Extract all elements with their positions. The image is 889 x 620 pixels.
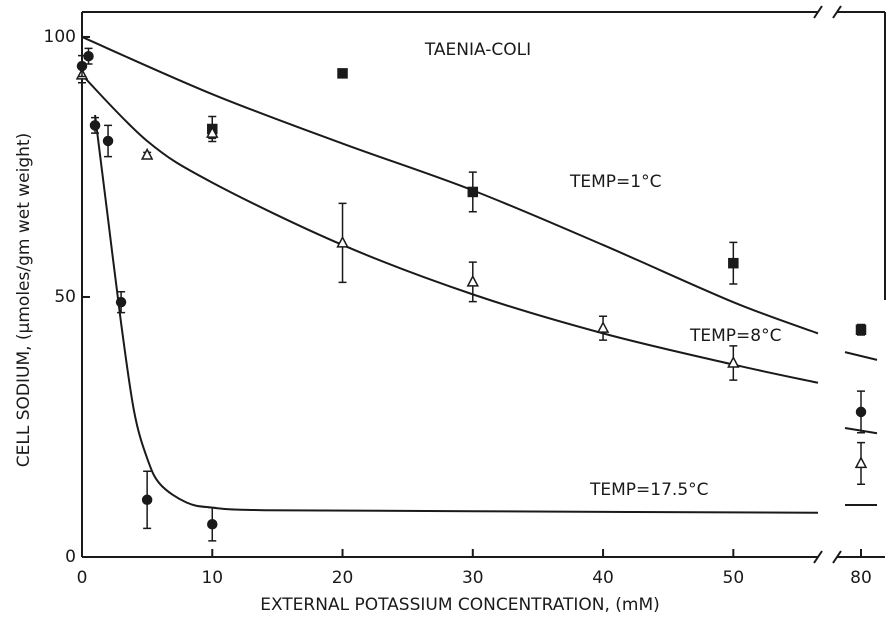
square-point: [337, 68, 348, 79]
triangle-point: [206, 126, 219, 138]
curve-label: TEMP=1°C: [569, 172, 661, 192]
fit-curve: [81, 74, 878, 435]
circle-point: [89, 120, 101, 131]
x-tick-label: 50: [723, 568, 745, 588]
x-tick-label: 30: [462, 568, 484, 588]
triangle-point: [596, 321, 610, 333]
circle-point: [141, 494, 153, 506]
triangle-point: [854, 456, 868, 469]
triangle-point: [466, 274, 480, 287]
y-tick-label: 0: [65, 547, 76, 567]
y-tick-label: 100: [44, 27, 76, 47]
curve-label: TEMP=17.5°C: [589, 480, 709, 500]
frame: [81, 5, 886, 564]
circle-point: [855, 406, 867, 418]
y-axis-label: CELL SODIUM, (μmoles/gm wet weight): [14, 133, 34, 467]
y-tick-label: 50: [54, 287, 76, 307]
triangle-point: [140, 147, 154, 160]
x-tick-label: 0: [77, 568, 88, 588]
chart-title: TAENIA-COLI: [424, 40, 531, 60]
square-point: [728, 257, 739, 269]
circle-point: [102, 135, 114, 147]
triangle-point: [336, 235, 349, 248]
x-tick-label: 80: [850, 568, 872, 588]
x-tick-label: 40: [592, 568, 614, 588]
circle-point: [76, 60, 88, 72]
triangle-point: [727, 355, 740, 368]
x-tick-label: 20: [332, 568, 354, 588]
square-point: [467, 186, 479, 198]
x-tick-label: 10: [201, 568, 223, 588]
square-point: [855, 324, 867, 335]
curve-label: TEMP=8°C: [689, 326, 781, 346]
x-axis-label: EXTERNAL POTASSIUM CONCENTRATION, (mM): [260, 595, 660, 615]
fit-curve: [81, 36, 878, 361]
fit-curve: [94, 114, 877, 514]
circle-point: [83, 50, 94, 62]
circle-point: [207, 518, 218, 530]
circle-point: [115, 296, 127, 308]
